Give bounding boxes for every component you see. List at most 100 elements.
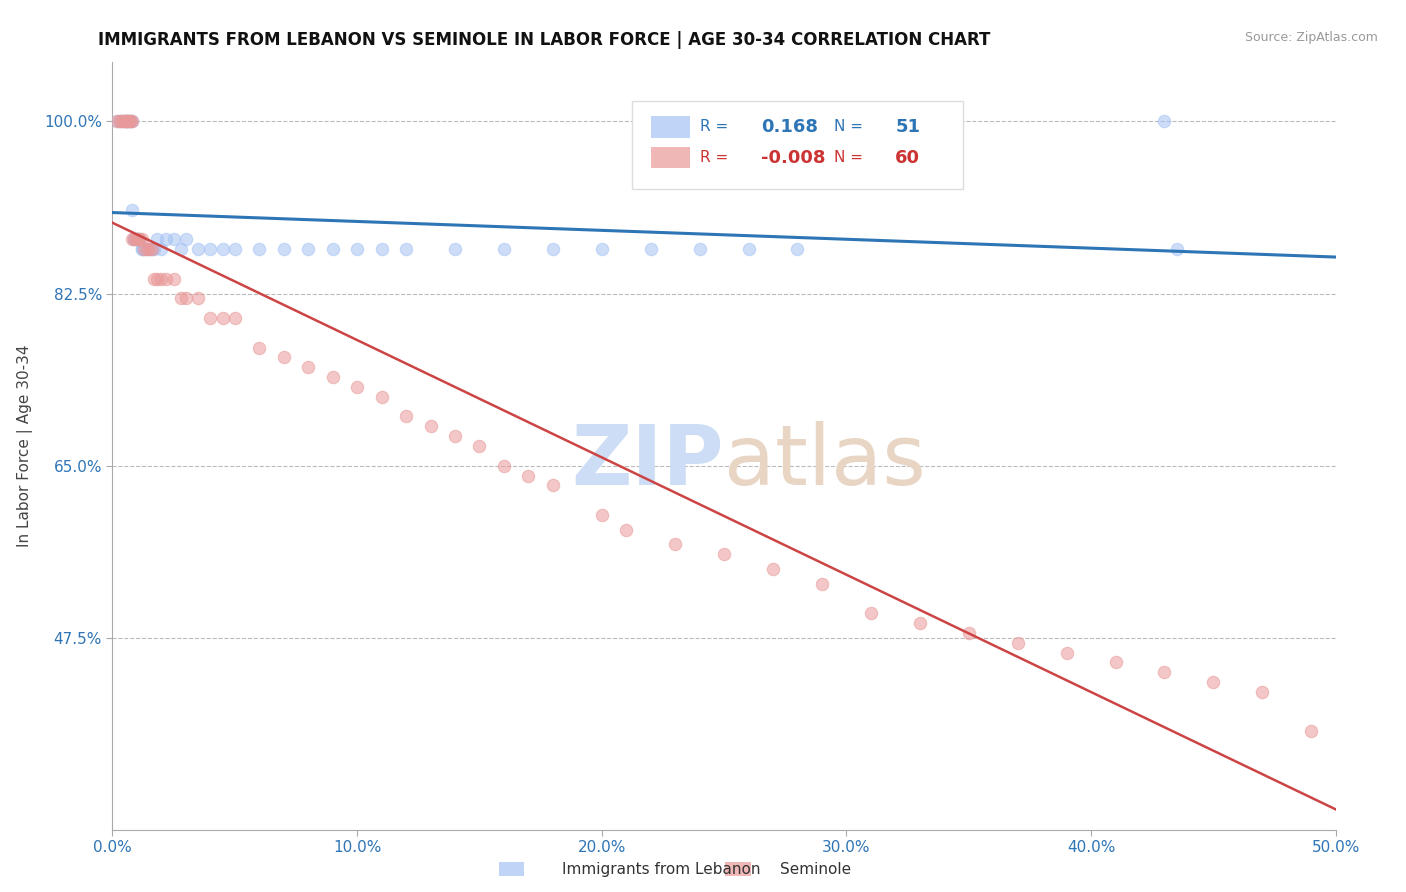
Y-axis label: In Labor Force | Age 30-34: In Labor Force | Age 30-34 <box>17 344 32 548</box>
Point <box>131 232 153 246</box>
Point <box>247 341 270 355</box>
Point <box>121 202 143 217</box>
Point <box>150 272 173 286</box>
FancyBboxPatch shape <box>651 147 690 169</box>
Point <box>128 232 150 246</box>
Point <box>108 114 131 128</box>
Point <box>155 272 177 286</box>
Point <box>135 242 157 256</box>
Point <box>1251 685 1274 699</box>
Point <box>200 242 222 256</box>
Point <box>121 232 143 246</box>
Point <box>121 114 143 128</box>
Point <box>128 232 150 246</box>
Text: 60: 60 <box>896 149 921 167</box>
Point <box>138 242 160 256</box>
FancyBboxPatch shape <box>651 116 690 137</box>
Point <box>124 232 146 246</box>
Point <box>145 232 167 246</box>
Point <box>395 242 418 256</box>
Point <box>114 114 136 128</box>
Point <box>492 458 515 473</box>
Point <box>143 242 166 256</box>
Point <box>115 114 138 128</box>
Point <box>118 114 141 128</box>
Point <box>370 242 392 256</box>
Point <box>125 232 148 246</box>
Point <box>370 390 392 404</box>
Point <box>541 242 564 256</box>
Point <box>517 468 540 483</box>
Point <box>859 606 882 620</box>
Point <box>297 360 319 375</box>
Point <box>118 114 141 128</box>
Point <box>115 114 138 128</box>
Text: R =: R = <box>700 150 733 165</box>
Point <box>1301 724 1323 739</box>
Point <box>141 242 163 256</box>
Point <box>786 242 808 256</box>
Point <box>346 242 368 256</box>
Text: Immigrants from Lebanon: Immigrants from Lebanon <box>562 863 761 877</box>
Point <box>1104 656 1126 670</box>
Point <box>125 232 148 246</box>
Point <box>762 562 785 576</box>
Point <box>1056 646 1078 660</box>
Text: 51: 51 <box>896 118 921 136</box>
Point <box>737 242 759 256</box>
Point <box>105 114 128 128</box>
Point <box>163 272 186 286</box>
Point <box>200 311 222 326</box>
Point <box>591 508 613 522</box>
Point <box>111 114 134 128</box>
Point <box>174 292 197 306</box>
Point <box>591 242 613 256</box>
Point <box>134 242 156 256</box>
Point <box>322 242 344 256</box>
FancyBboxPatch shape <box>633 101 963 189</box>
Point <box>134 242 156 256</box>
Point <box>247 242 270 256</box>
Text: ZIP: ZIP <box>572 421 724 502</box>
Point <box>125 232 148 246</box>
Point <box>124 232 146 246</box>
Point <box>395 409 418 424</box>
Text: IMMIGRANTS FROM LEBANON VS SEMINOLE IN LABOR FORCE | AGE 30-34 CORRELATION CHART: IMMIGRANTS FROM LEBANON VS SEMINOLE IN L… <box>98 31 991 49</box>
Point <box>143 272 166 286</box>
Point <box>322 370 344 384</box>
Point <box>118 114 141 128</box>
Point <box>908 615 931 630</box>
Point <box>174 232 197 246</box>
Text: atlas: atlas <box>724 421 925 502</box>
Point <box>187 292 209 306</box>
Point <box>444 429 467 443</box>
Point <box>105 114 128 128</box>
Point <box>346 380 368 394</box>
Point <box>108 114 131 128</box>
Point <box>114 114 136 128</box>
Point <box>273 351 295 365</box>
Point <box>811 576 834 591</box>
Point <box>145 272 167 286</box>
Point <box>713 547 735 561</box>
Point <box>138 242 160 256</box>
Point <box>1153 114 1175 128</box>
Text: 0.168: 0.168 <box>761 118 818 136</box>
Point <box>131 242 153 256</box>
Point <box>170 292 193 306</box>
Point <box>541 478 564 492</box>
Point <box>125 232 148 246</box>
Point <box>124 232 146 246</box>
Text: R =: R = <box>700 120 733 135</box>
Point <box>1166 242 1188 256</box>
Point <box>419 419 441 434</box>
Point <box>163 232 186 246</box>
Point <box>614 523 637 537</box>
Point <box>689 242 711 256</box>
Text: Seminole: Seminole <box>780 863 852 877</box>
Point <box>211 242 233 256</box>
Point <box>297 242 319 256</box>
Point <box>1007 636 1029 650</box>
Text: N =: N = <box>834 120 868 135</box>
Point <box>135 242 157 256</box>
